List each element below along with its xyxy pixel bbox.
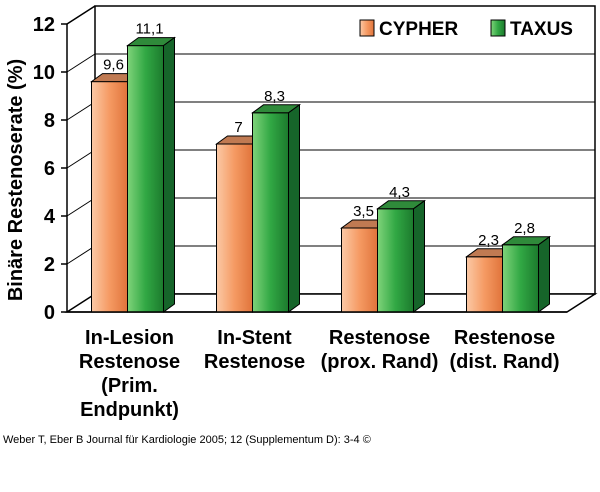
bar-side-taxus-2 [413,199,425,313]
category-label-0: In-Lesion Restenose (Prim. Endpunkt) [79,327,180,421]
data-label-cypher-1: 7 [234,119,242,136]
bar-cypher-3 [466,256,503,313]
bar-taxus-1 [252,112,289,313]
data-label-cypher-0: 9,6 [103,57,124,74]
gridlines [66,5,595,265]
category-label-1: In-Stent Restenose [204,327,305,373]
bar-taxus-0 [127,45,164,313]
gridline-side [66,197,96,217]
bar-side-taxus-1 [288,103,300,313]
legend: CYPHER TAXUS [359,19,573,40]
y-tick-label: 12 [33,14,55,36]
y-tick-label: 10 [33,62,55,84]
y-axis-top [66,5,96,25]
legend-label-taxus: TAXUS [510,19,573,40]
category-label-3: Restenose (dist. Rand) [450,327,560,373]
source-citation: Weber T, Eber B Journal für Kardiologie … [3,434,371,446]
bar-chart: 0 2 4 6 8 10 12 Binäre Restenoserate (%) 9,6 11,… [5,5,598,421]
y-tick-label: 4 [44,206,56,228]
legend-label-cypher: CYPHER [379,19,458,40]
data-label-taxus-1: 8,3 [264,88,285,105]
y-tick-label: 8 [44,110,55,132]
data-label-taxus-2: 4,3 [389,184,410,201]
data-label-cypher-3: 2,3 [478,232,499,249]
y-axis-label: Binäre Restenoserate (%) [5,59,27,301]
axes: 0 2 4 6 8 10 12 [33,5,567,324]
data-label-taxus-3: 2,8 [514,220,535,237]
gridline-side [66,101,96,121]
bar-cypher-0 [91,81,128,313]
data-label-taxus-0: 11,1 [135,21,163,38]
bar-cypher-2 [341,227,378,313]
legend-swatch-taxus [490,19,506,37]
legend-swatch-cypher [359,19,375,37]
bar-taxus-2 [377,208,414,313]
bar-cypher-1 [216,143,253,313]
data-label-cypher-2: 3,5 [353,203,374,220]
y-tick-label: 2 [44,254,55,276]
y-tick-label: 0 [44,302,55,324]
category-label-2: Restenose (prox. Rand) [321,327,439,373]
gridline-side [66,245,96,265]
bars [89,36,552,313]
gridline-side [66,149,96,169]
y-tick-label: 6 [44,158,55,180]
bar-side-taxus-0 [163,36,175,313]
bar-taxus-3 [502,244,539,313]
labels: Binäre Restenoserate (%) 9,6 11,1 In-Lesion… [5,21,560,421]
gridline-side [66,53,96,73]
bar-side-taxus-3 [538,235,550,313]
